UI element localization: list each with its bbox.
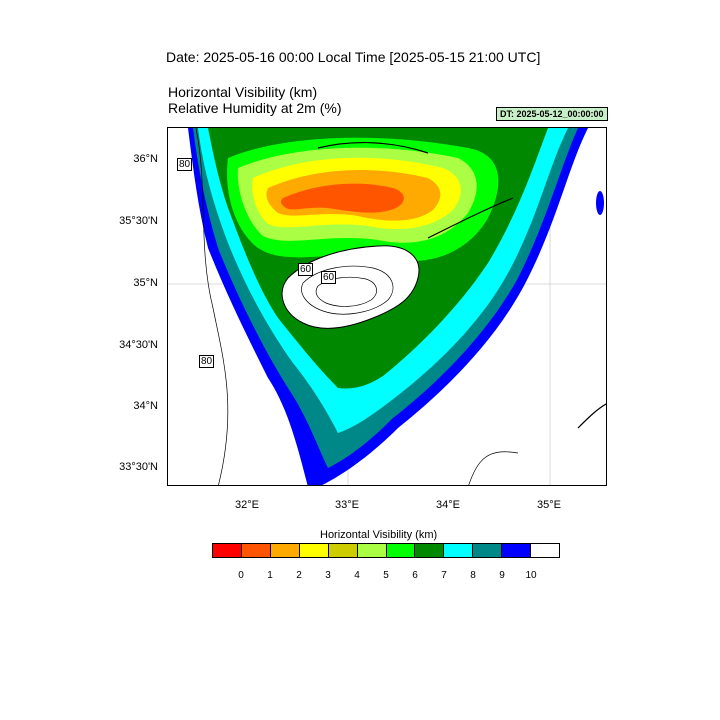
colorbar-cell bbox=[213, 544, 242, 557]
colorbar-tick: 6 bbox=[412, 570, 418, 581]
lat-label-36n: 36°N bbox=[133, 153, 158, 165]
lat-label-34n: 34°N bbox=[133, 400, 158, 412]
colorbar-cell bbox=[444, 544, 474, 557]
lat-label-34-30n: 34°30'N bbox=[119, 339, 158, 351]
colorbar-cell bbox=[241, 544, 271, 557]
colorbar-cell bbox=[502, 544, 532, 557]
island-interior bbox=[281, 245, 420, 329]
colorbar-tick: 8 bbox=[470, 570, 476, 581]
variable-title-visibility: Horizontal Visibility (km) bbox=[168, 84, 318, 100]
lon-label-34e: 34°E bbox=[436, 499, 460, 511]
colorbar-tick: 1 bbox=[267, 570, 273, 581]
colorbar-tick: 2 bbox=[296, 570, 302, 581]
contour-label-60-b: 60 bbox=[321, 271, 337, 284]
lon-label-35e: 35°E bbox=[537, 499, 561, 511]
date-title: Date: 2025-05-16 00:00 Local Time [2025-… bbox=[166, 49, 541, 65]
lat-label-33-30n: 33°30'N bbox=[119, 461, 158, 473]
band-speck bbox=[596, 191, 604, 215]
colorbar-tick: 3 bbox=[325, 570, 331, 581]
colorbar-cell bbox=[473, 544, 503, 557]
lat-label-35-30n: 35°30'N bbox=[119, 215, 158, 227]
contour-label-80-west: 80 bbox=[199, 355, 215, 368]
contour-label-80-north: 80 bbox=[177, 158, 193, 171]
colorbar-cell bbox=[415, 544, 445, 557]
band-1-2 bbox=[281, 183, 404, 213]
colorbar-tick: 5 bbox=[383, 570, 389, 581]
variable-title-humidity: Relative Humidity at 2m (%) bbox=[168, 100, 342, 116]
colorbar-cell bbox=[328, 544, 358, 557]
map-panel: 80 80 60 60 bbox=[167, 127, 607, 486]
lon-label-32e: 32°E bbox=[235, 499, 259, 511]
colorbar-title: Horizontal Visibility (km) bbox=[320, 529, 438, 541]
lon-label-33e: 33°E bbox=[335, 499, 359, 511]
coastlines bbox=[317, 141, 606, 429]
colorbar-tick: 9 bbox=[499, 570, 505, 581]
colorbar-cell bbox=[531, 544, 560, 557]
colorbar-cell bbox=[299, 544, 329, 557]
colorbar-cell bbox=[270, 544, 300, 557]
colorbar-cell bbox=[357, 544, 387, 557]
colorbar-tick: 7 bbox=[441, 570, 447, 581]
colorbar-tick: 0 bbox=[238, 570, 244, 581]
lat-label-35n: 35°N bbox=[133, 277, 158, 289]
colorbar-cell bbox=[386, 544, 416, 557]
colorbar-tick: 4 bbox=[354, 570, 360, 581]
colorbar-tick: 10 bbox=[525, 570, 537, 581]
humidity-contours bbox=[195, 128, 519, 485]
dt-badge: DT: 2025-05-12_00:00:00 bbox=[496, 107, 608, 121]
contour-label-60-a: 60 bbox=[298, 263, 314, 276]
colorbar bbox=[212, 543, 560, 558]
visibility-field bbox=[168, 128, 606, 485]
